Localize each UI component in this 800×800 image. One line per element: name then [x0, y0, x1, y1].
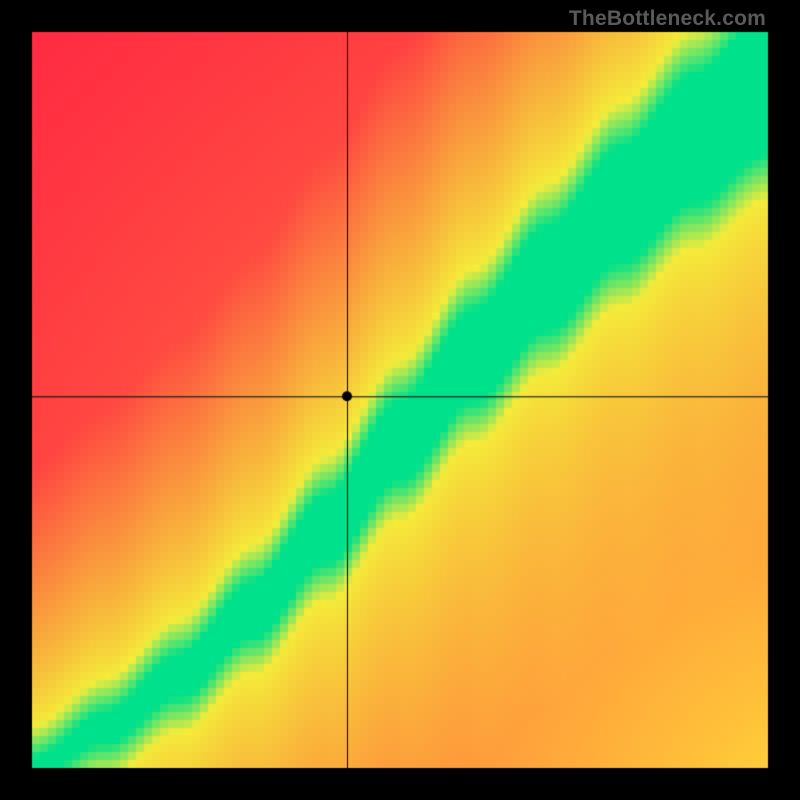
- watermark-text: TheBottleneck.com: [569, 7, 766, 31]
- heatmap-canvas: [0, 0, 800, 800]
- chart-container: TheBottleneck.com: [0, 0, 800, 800]
